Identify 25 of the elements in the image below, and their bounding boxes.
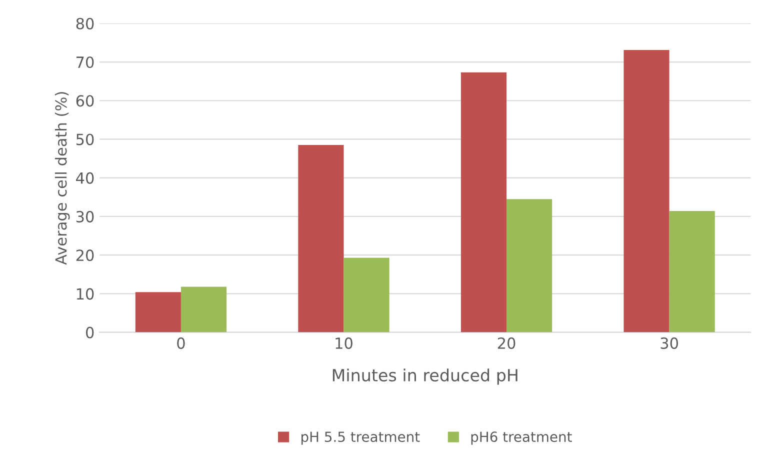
x-tick-label: 10 — [336, 337, 352, 349]
bar — [298, 145, 344, 332]
y-tick-label: 60 — [76, 95, 94, 107]
bar — [669, 211, 715, 332]
y-tick-label: 70 — [76, 56, 94, 68]
bar — [135, 292, 181, 332]
bar — [624, 50, 670, 332]
x-tick-label: 0 — [177, 337, 185, 349]
y-tick-label: 0 — [86, 326, 94, 338]
y-tick-label: 10 — [76, 288, 94, 300]
y-tick-label: 20 — [76, 250, 94, 262]
y-tick-label: 30 — [76, 210, 94, 222]
bar — [506, 199, 552, 332]
legend-label: pH 5.5 treatment — [301, 432, 420, 445]
y-tick-label: 80 — [76, 18, 94, 30]
y-axis-title: Average cell death (%) — [54, 92, 70, 265]
x-tick-label: 20 — [498, 337, 516, 349]
bar — [344, 258, 390, 332]
y-tick-label: 40 — [76, 172, 94, 184]
bar — [460, 72, 507, 332]
x-axis-title: Minutes in reduced pH — [332, 368, 518, 385]
legend-label: pH6 treatment — [471, 432, 572, 445]
y-tick-label: 50 — [76, 134, 94, 146]
bar — [180, 286, 227, 332]
x-tick-label: 30 — [660, 337, 678, 349]
